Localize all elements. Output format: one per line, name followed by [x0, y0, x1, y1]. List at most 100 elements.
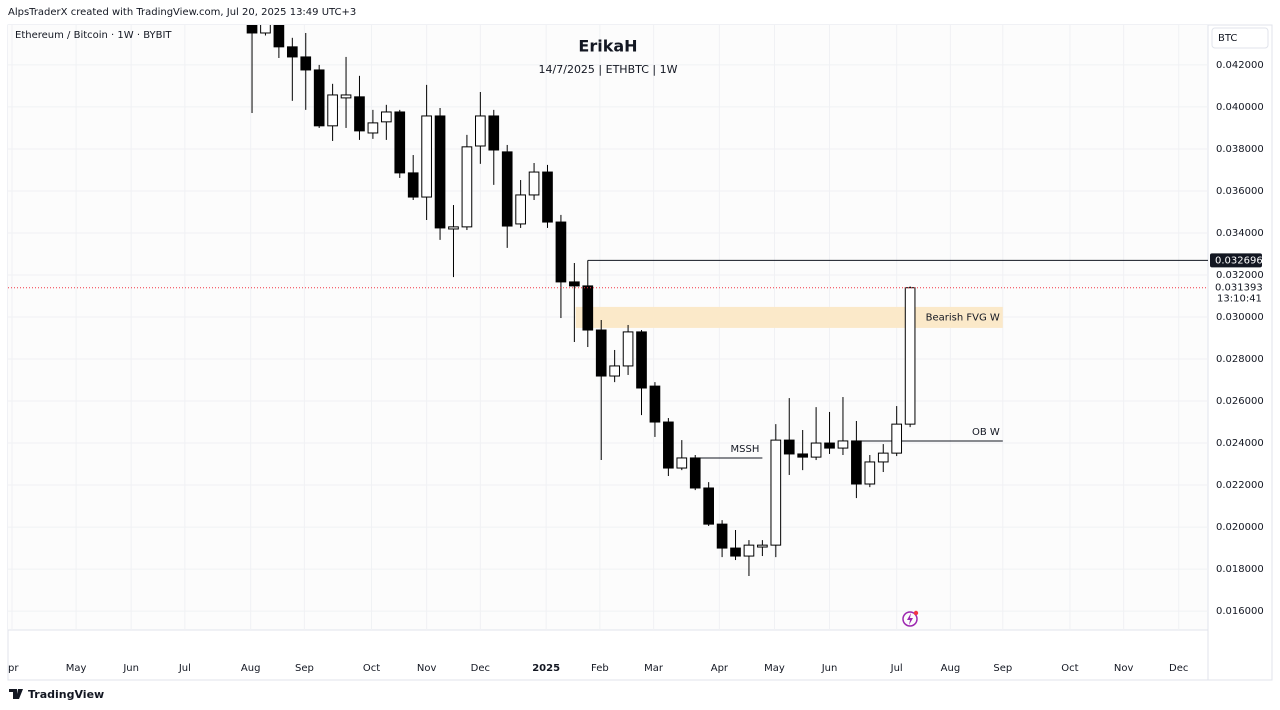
candle-body	[407, 172, 419, 198]
candle-body	[851, 440, 862, 485]
candle-body	[286, 46, 298, 58]
candle-body	[542, 171, 553, 223]
event-icon-bolt	[907, 613, 913, 625]
x-tick-label: Aug	[941, 663, 961, 674]
countdown-label: 13:10:41	[1217, 294, 1262, 305]
candle-body	[528, 171, 540, 196]
annotation-label: Bearish FVG W	[926, 312, 1000, 323]
y-tick-label: 0.028000	[1216, 354, 1264, 365]
x-tick-label: Mar	[644, 663, 664, 674]
x-tick-label: Aug	[241, 663, 261, 674]
y-tick-label: 0.030000	[1216, 312, 1264, 323]
candle-body	[448, 226, 459, 230]
candle-body	[730, 547, 741, 557]
x-tick-label: Jul	[890, 663, 903, 674]
candle-body	[394, 111, 406, 174]
price-line-label: 0.032696	[1215, 255, 1263, 266]
candle-body	[260, 25, 271, 34]
candle-body	[837, 440, 849, 449]
candle-body	[300, 56, 312, 71]
y-tick-label: 0.040000	[1216, 102, 1264, 113]
unit-label[interactable]: BTC	[1218, 33, 1237, 44]
candle-body	[904, 287, 916, 425]
x-tick-label: pr	[8, 663, 19, 674]
candle-body	[340, 94, 352, 99]
candle-body	[877, 452, 889, 463]
y-tick-label: 0.042000	[1216, 60, 1264, 71]
y-tick-label: 0.034000	[1216, 228, 1264, 239]
x-tick-label: May	[764, 663, 785, 674]
candle-body	[488, 115, 500, 151]
y-tick-label: 0.026000	[1216, 396, 1264, 407]
axes: 0.016000 0.018000 0.020000 0.022000 0.024000…	[8, 60, 1270, 674]
candle-body	[797, 453, 809, 458]
price-line-tag	[1210, 253, 1262, 268]
candle-body	[595, 329, 607, 377]
x-tick-label: Jun	[122, 663, 139, 674]
y-tick-label: 0.018000	[1216, 564, 1264, 575]
unit-box[interactable]	[1211, 27, 1269, 49]
footer-text: TradingView	[28, 688, 104, 701]
candle-body	[421, 115, 432, 198]
candle-body	[367, 122, 379, 134]
candle-body	[622, 331, 634, 367]
candle-body	[743, 544, 755, 557]
candle-body	[380, 111, 392, 123]
symbol-label: Ethereum / Bitcoin · 1W · BYBIT	[15, 30, 172, 41]
candle-body	[313, 69, 325, 127]
x-tick-label: Nov	[417, 663, 437, 674]
candle-body	[246, 25, 258, 34]
candle-body	[891, 423, 903, 454]
candle-body	[703, 487, 714, 525]
y-tick-label: 0.038000	[1216, 144, 1264, 155]
candle-body	[716, 523, 728, 549]
x-tick-label: Nov	[1114, 663, 1134, 674]
chart-subtitle: 14/7/2025 | ETHBTC | 1W	[539, 63, 678, 76]
candle-body	[676, 457, 688, 469]
y-tick-label: 0.024000	[1216, 438, 1264, 449]
annotation-label: MSSH	[731, 444, 760, 455]
x-tick-label: Dec	[471, 663, 490, 674]
candle-body	[783, 439, 795, 455]
candle-body	[555, 221, 567, 283]
y-tick-label: 0.022000	[1216, 480, 1264, 491]
fvg-zone	[575, 306, 1003, 328]
candle-body	[434, 115, 446, 229]
last-price-bg	[1210, 280, 1270, 305]
tv-logo	[9, 689, 23, 699]
event-icon-dot	[913, 610, 919, 616]
candle-body	[273, 25, 285, 48]
candle-body	[501, 151, 513, 227]
x-tick-label: Sep	[993, 663, 1012, 674]
y-tick-label: 0.020000	[1216, 522, 1264, 533]
candle-body	[770, 439, 782, 546]
candle-body	[354, 96, 365, 132]
candle-body	[810, 442, 822, 458]
x-tick-label: Feb	[591, 663, 609, 674]
candle-body	[609, 365, 620, 377]
x-tick-label: Sep	[295, 663, 314, 674]
chart-title: ErikaH	[578, 37, 637, 56]
plot	[246, 25, 1208, 577]
annotation-label: OB W	[972, 427, 1000, 438]
candle-body	[864, 461, 876, 485]
x-tick-label: Jun	[821, 663, 838, 674]
candle-body	[636, 331, 647, 389]
x-tick-label: Oct	[1061, 663, 1078, 674]
candle-body	[582, 285, 594, 331]
candle-body	[461, 146, 473, 228]
candle-body	[824, 442, 835, 449]
x-tick-label: Jul	[178, 663, 191, 674]
header-text: AlpsTraderX created with TradingView.com…	[8, 7, 356, 18]
candle-body	[757, 544, 768, 548]
y-tick-label: 0.016000	[1216, 606, 1264, 617]
x-tick-label: Oct	[363, 663, 380, 674]
candle-body	[327, 94, 338, 127]
x-tick-label: May	[66, 663, 87, 674]
candle-body	[663, 421, 674, 469]
event-icon[interactable]	[902, 611, 918, 627]
y-tick-label: 0.032000	[1216, 270, 1264, 281]
x-tick-label: Apr	[711, 663, 729, 674]
x-tick-label: 2025	[532, 663, 560, 674]
